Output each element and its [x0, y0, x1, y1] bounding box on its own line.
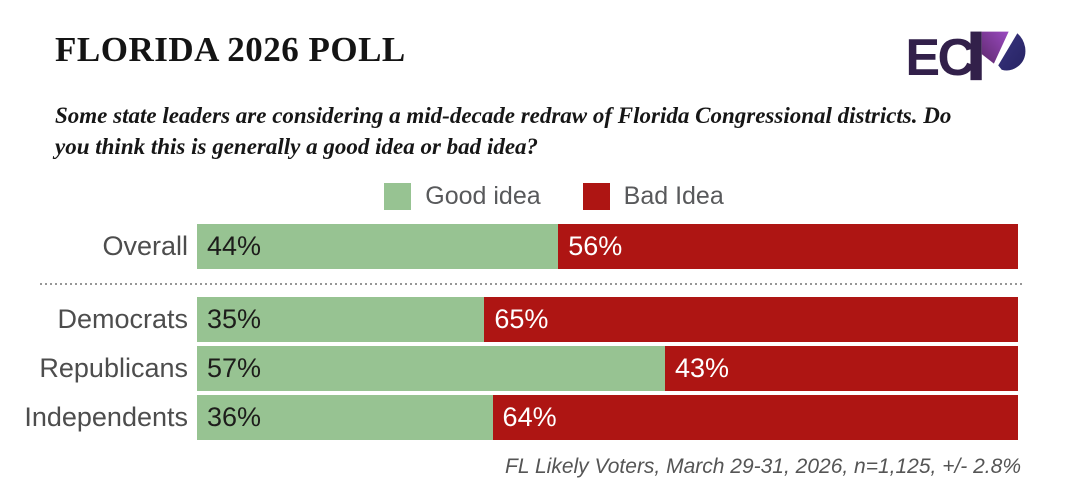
bar-segment-good: 35%: [197, 297, 485, 343]
legend-item-good: Good idea: [384, 182, 541, 211]
row-label: Republicans: [39, 353, 188, 384]
bar-value-label: 56%: [568, 231, 623, 262]
bar-value-label: 57%: [207, 353, 262, 384]
bar-value-label: 43%: [674, 353, 730, 384]
row-label: Democrats: [57, 304, 188, 335]
row-label: Overall: [102, 231, 188, 262]
row-label: Independents: [24, 402, 188, 433]
legend-label: Bad Idea: [623, 182, 724, 211]
methodology-note: FL Likely Voters, March 29-31, 2026, n=1…: [505, 455, 1021, 478]
bar-track: 44% 56%: [197, 224, 1018, 270]
legend: Good idea Bad Idea: [30, 182, 1078, 211]
bad-idea-swatch: [582, 183, 610, 211]
bar-track: 35% 65%: [197, 297, 1018, 343]
bar-value-label: 65%: [494, 304, 549, 335]
bar-row-independents: Independents 36% 64%: [0, 395, 1078, 441]
overall-row-container: Overall 44% 56%: [0, 224, 1078, 270]
legend-label: Good idea: [425, 182, 541, 211]
bar-track: 36% 64%: [197, 395, 1018, 441]
logo-p-purple: [981, 31, 1009, 64]
group-rows-container: Democrats 35% 65% Republicans 57% 43% Independ…: [0, 297, 1078, 441]
legend-item-bad: Bad Idea: [582, 182, 724, 211]
header: FLORIDA 2026 POLL EC: [0, 29, 1078, 88]
bar-segment-good: 44%: [197, 224, 559, 270]
bar-row-overall: Overall 44% 56%: [0, 224, 1078, 270]
bar-value-label: 64%: [502, 402, 557, 433]
logo-p-stem: [970, 31, 982, 81]
stacked-bar-chart: Overall 44% 56% Democrats 35% 65% Republicans…: [0, 224, 1078, 441]
poll-question: Some state leaders are considering a mid…: [55, 103, 952, 160]
logo-p-indigo: [998, 33, 1026, 71]
bar-row-republicans: Republicans 57% 43%: [0, 346, 1078, 392]
bar-value-label: 44%: [207, 231, 262, 262]
bar-segment-good: 57%: [197, 346, 665, 392]
bar-segment-bad: 56%: [558, 224, 1018, 270]
bar-value-label: 35%: [207, 304, 262, 335]
ecp-logo: EC: [908, 29, 1026, 87]
page-title: FLORIDA 2026 POLL: [55, 30, 406, 69]
bar-segment-good: 36%: [197, 395, 493, 441]
bar-value-label: 36%: [207, 402, 262, 433]
dotted-divider: [40, 283, 1023, 286]
bar-row-democrats: Democrats 35% 65%: [0, 297, 1078, 343]
bar-segment-bad: 43%: [664, 346, 1018, 392]
good-idea-swatch: [384, 183, 412, 211]
bar-segment-bad: 65%: [484, 297, 1018, 343]
bar-segment-bad: 64%: [492, 395, 1018, 441]
bar-track: 57% 43%: [197, 346, 1018, 392]
logo-ec-text: EC: [908, 29, 975, 87]
